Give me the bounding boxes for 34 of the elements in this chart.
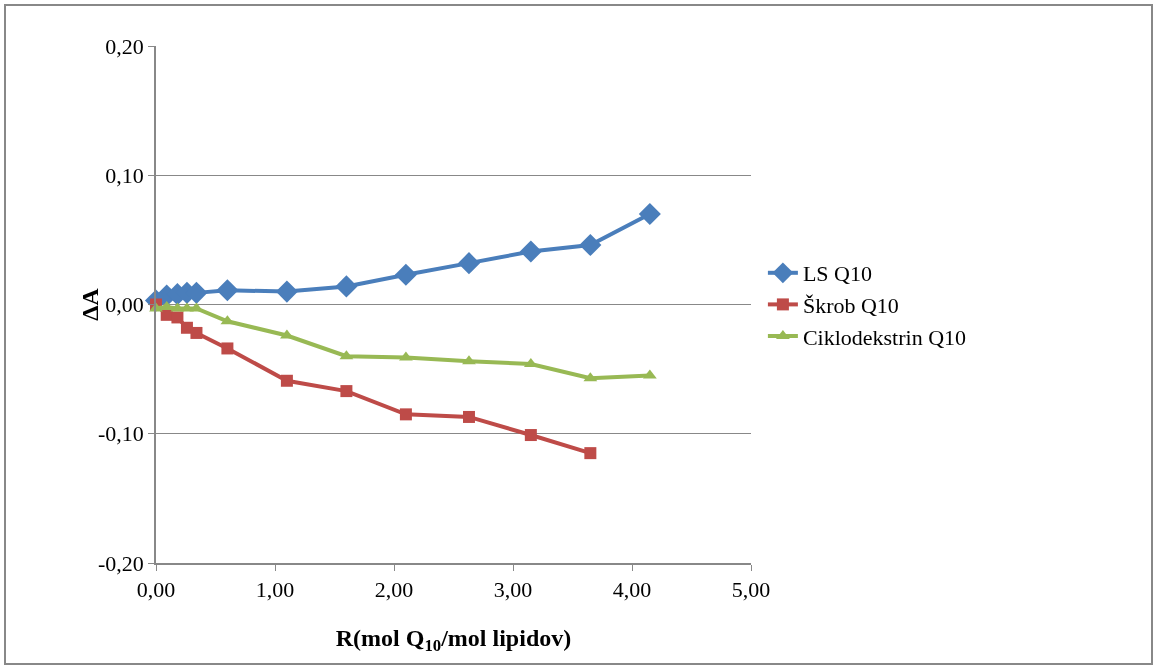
point	[462, 355, 476, 365]
legend-label: Škrob Q10	[802, 292, 899, 318]
point	[280, 374, 293, 387]
x-tick-label: 4,00	[612, 577, 652, 603]
point	[519, 240, 542, 263]
point	[335, 275, 358, 298]
y-tick-label: -0,20	[98, 550, 144, 576]
x-tick-label: 0,00	[136, 577, 176, 603]
x-tick-label: 2,00	[374, 577, 414, 603]
point	[524, 429, 537, 442]
y-tick-label: -0,10	[98, 421, 144, 447]
point	[190, 326, 203, 339]
point	[638, 202, 661, 226]
point	[399, 408, 412, 421]
point	[171, 311, 184, 324]
point	[275, 280, 298, 303]
x-tick-label: 3,00	[493, 577, 533, 603]
point	[457, 252, 481, 275]
x-tick-label: 5,00	[731, 577, 771, 603]
legend-label: Ciklodekstrin Q10	[802, 324, 967, 350]
point	[394, 263, 417, 286]
point	[462, 410, 475, 423]
legend-label: LS Q10	[802, 261, 872, 287]
x-axis-title: R(mol Q$_{10}$/mol lipidov)	[335, 624, 572, 655]
point	[340, 385, 353, 398]
point	[216, 279, 239, 302]
point	[579, 234, 602, 257]
x-tick-label: 1,00	[255, 577, 295, 603]
point	[584, 447, 597, 460]
y-tick-label: 0,20	[105, 33, 144, 59]
y-tick-label: 0,10	[105, 162, 144, 188]
point	[221, 342, 234, 355]
y-tick-label: 0,00	[105, 292, 144, 318]
y-axis-title: ΔA	[76, 287, 103, 321]
